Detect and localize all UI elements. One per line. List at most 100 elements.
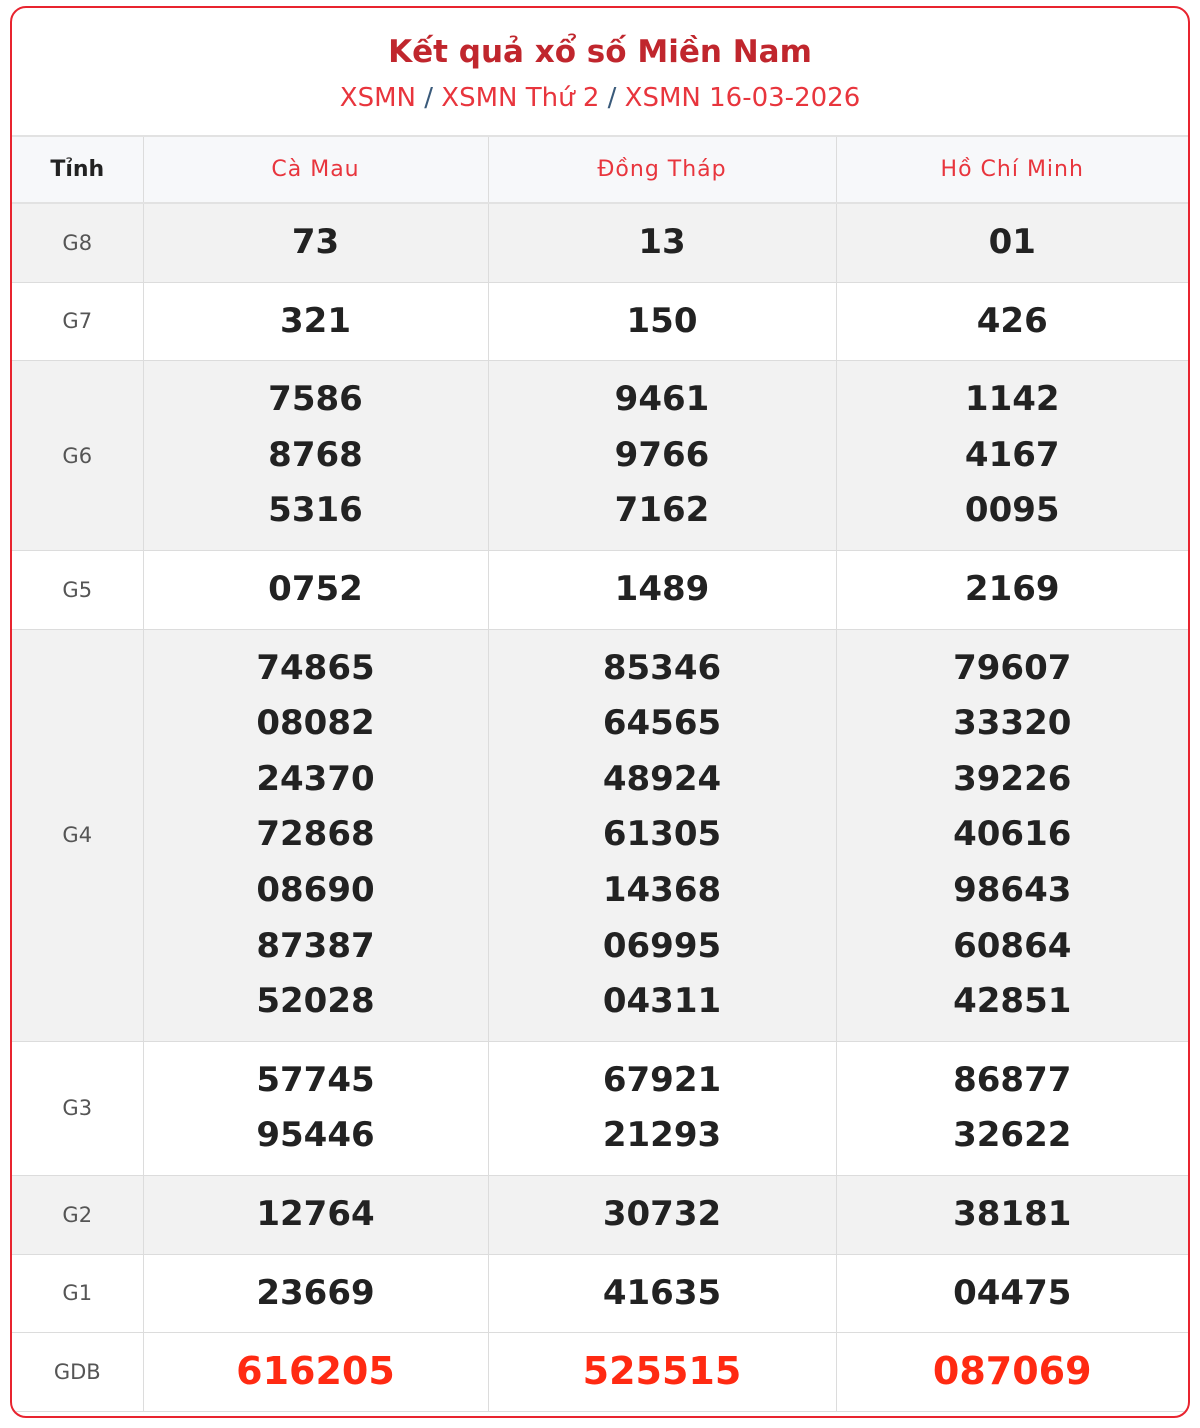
- result-number: 67921: [602, 1059, 722, 1100]
- prize-label: G3: [12, 1040, 144, 1176]
- result-cell: 087069: [835, 1332, 1188, 1412]
- result-cell: 1142 4167 0095: [835, 360, 1188, 551]
- result-number: 79607: [953, 647, 1072, 688]
- result-number: 08690: [256, 869, 375, 910]
- result-number: 01: [988, 222, 1036, 262]
- column-header-ca-mau[interactable]: Cà Mau: [142, 135, 489, 204]
- result-number: 60864: [953, 925, 1072, 966]
- breadcrumb-separator: /: [607, 83, 617, 113]
- result-number: 32622: [953, 1115, 1072, 1156]
- column-header-dong-thap[interactable]: Đồng Tháp: [487, 135, 837, 204]
- breadcrumb-link-xsmn-thu-2[interactable]: XSMN Thứ 2: [441, 83, 600, 113]
- table-row-g5: G5 0752 1489 2169: [12, 549, 1188, 630]
- table-row-g6: G6 7586 8768 5316 9461 9766 7162 1142 4167 0095: [12, 360, 1188, 551]
- table-row-g1: G1 23669 41635 04475: [12, 1253, 1188, 1334]
- result-number: 73: [291, 222, 340, 262]
- result-number: 5316: [268, 490, 363, 531]
- result-cell: 7586 8768 5316: [142, 360, 489, 551]
- result-cell: 23669: [142, 1253, 489, 1334]
- result-number: 8768: [268, 434, 363, 475]
- result-cell: 57745 95446: [142, 1040, 489, 1176]
- result-cell: 9461 9766 7162: [487, 360, 837, 551]
- result-number: 98643: [953, 869, 1072, 910]
- result-cell: 616205: [142, 1332, 489, 1412]
- result-number: 7162: [614, 490, 710, 531]
- result-cell: 1489: [487, 549, 837, 630]
- result-number: 525515: [582, 1349, 742, 1394]
- result-cell: 73: [142, 202, 489, 283]
- result-number: 42851: [953, 981, 1072, 1022]
- result-cell: 01: [835, 202, 1188, 283]
- result-number: 12764: [256, 1193, 375, 1234]
- breadcrumb-separator: /: [424, 83, 433, 113]
- results-header: Kết quả xổ số Miền Nam XSMN / XSMN Thứ 2…: [12, 8, 1188, 135]
- result-number: 39226: [953, 758, 1072, 799]
- result-number: 52028: [256, 981, 375, 1022]
- result-number: 9461: [614, 379, 710, 420]
- result-number: 1142: [964, 379, 1060, 420]
- result-cell: 74865 08082 24370 72868 08690 87387 52028: [142, 628, 489, 1042]
- results-table: Tỉnh Cà Mau Đồng Tháp Hồ Chí Minh G8 73 13…: [12, 135, 1188, 1412]
- result-cell: 2169: [835, 549, 1188, 630]
- result-number: 0752: [268, 568, 363, 609]
- column-header-ho-chi-minh[interactable]: Hồ Chí Minh: [835, 135, 1188, 204]
- result-cell: 13: [487, 202, 837, 283]
- prize-label: G8: [12, 202, 144, 283]
- result-cell: 0752: [142, 549, 489, 630]
- result-number: 64565: [602, 703, 722, 744]
- result-number: 13: [638, 222, 686, 262]
- prize-label: G2: [12, 1174, 144, 1255]
- results-card: Kết quả xổ số Miền Nam XSMN / XSMN Thứ 2…: [10, 6, 1190, 1418]
- result-number: 87387: [256, 925, 375, 966]
- table-row-g3: G3 57745 95446 67921 21293 86877 32622: [12, 1040, 1188, 1176]
- breadcrumb-link-xsmn-date[interactable]: XSMN 16-03-2026: [624, 83, 861, 113]
- result-number: 616205: [236, 1349, 395, 1394]
- result-number: 1489: [614, 568, 710, 609]
- result-number: 30732: [602, 1193, 722, 1234]
- result-cell: 30732: [487, 1174, 837, 1255]
- result-number: 40616: [953, 814, 1072, 855]
- prize-label: G7: [12, 281, 144, 362]
- result-cell: 86877 32622: [835, 1040, 1188, 1176]
- result-number: 74865: [256, 647, 375, 688]
- table-row-g4: G4 74865 08082 24370 72868 08690 87387 52028 853…: [12, 628, 1188, 1042]
- prize-label: G1: [12, 1253, 144, 1334]
- result-number: 04475: [953, 1272, 1072, 1313]
- result-cell: 04475: [835, 1253, 1188, 1334]
- result-number: 150: [626, 300, 698, 341]
- result-number: 426: [976, 300, 1048, 341]
- result-cell: 12764: [142, 1174, 489, 1255]
- breadcrumb: XSMN / XSMN Thứ 2 / XSMN 16-03-2026: [12, 82, 1188, 114]
- result-number: 57745: [256, 1059, 375, 1100]
- result-number: 14368: [602, 869, 722, 910]
- column-header-province: Tỉnh: [12, 135, 144, 204]
- page-title: Kết quả xổ số Miền Nam: [388, 34, 812, 70]
- result-number: 38181: [953, 1193, 1072, 1234]
- prize-label: G4: [12, 628, 144, 1042]
- result-cell: 79607 33320 39226 40616 98643 60864 42851: [835, 628, 1188, 1042]
- result-cell: 67921 21293: [487, 1040, 837, 1176]
- result-number: 23669: [256, 1272, 375, 1313]
- result-cell: 38181: [835, 1174, 1188, 1255]
- result-number: 7586: [268, 379, 363, 420]
- result-cell: 41635: [487, 1253, 837, 1334]
- result-number: 9766: [614, 434, 710, 475]
- result-number: 08082: [256, 703, 375, 744]
- table-row-gdb: GDB 616205 525515 087069: [12, 1332, 1188, 1412]
- table-row-g2: G2 12764 30732 38181: [12, 1174, 1188, 1255]
- result-number: 86877: [953, 1059, 1072, 1100]
- result-number: 95446: [256, 1115, 375, 1156]
- result-number: 61305: [602, 814, 722, 855]
- table-row-g8: G8 73 13 01: [12, 202, 1188, 283]
- table-row-g7: G7 321 150 426: [12, 281, 1188, 362]
- result-number: 48924: [602, 758, 722, 799]
- result-number: 4167: [964, 434, 1060, 475]
- prize-label: GDB: [12, 1332, 144, 1412]
- breadcrumb-link-xsmn[interactable]: XSMN: [339, 83, 416, 113]
- result-number: 72868: [256, 814, 375, 855]
- table-header-row: Tỉnh Cà Mau Đồng Tháp Hồ Chí Minh: [12, 135, 1188, 204]
- prize-label: G5: [12, 549, 144, 630]
- result-number: 33320: [953, 703, 1072, 744]
- result-number: 06995: [602, 925, 722, 966]
- result-cell: 525515: [487, 1332, 837, 1412]
